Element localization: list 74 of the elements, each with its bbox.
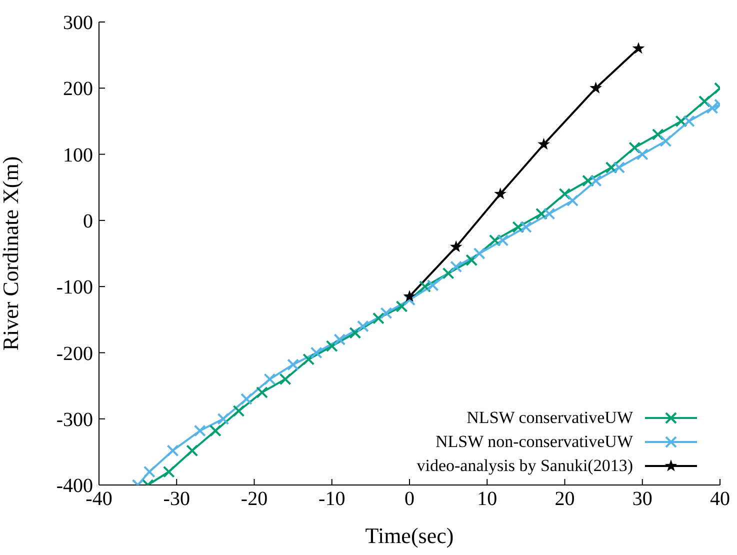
x-tick-label: 0 — [404, 488, 414, 510]
point — [217, 412, 230, 425]
point — [162, 466, 175, 478]
point — [488, 234, 501, 246]
x-tick-label: 10 — [477, 488, 498, 510]
point — [613, 162, 626, 174]
point — [426, 279, 439, 292]
y-tick-label: 100 — [63, 144, 93, 166]
legend-label: NLSW non-conservativeUW — [436, 431, 633, 453]
point — [287, 358, 300, 371]
point — [396, 300, 408, 312]
point — [442, 267, 454, 280]
x-axis-title: Time(sec) — [365, 523, 454, 548]
point — [310, 346, 322, 359]
point — [590, 82, 602, 94]
point — [652, 128, 664, 140]
legend-label: NLSW conservativeUW — [466, 407, 633, 429]
y-tick-label: 300 — [63, 12, 93, 34]
point — [628, 142, 641, 154]
point — [302, 353, 315, 366]
point — [264, 373, 276, 386]
y-tick-label: -200 — [56, 342, 93, 365]
point — [605, 162, 618, 174]
point — [419, 280, 432, 293]
point — [279, 373, 292, 386]
point — [675, 115, 688, 128]
point — [558, 188, 571, 200]
point — [682, 115, 695, 128]
point — [326, 340, 338, 352]
point — [194, 424, 206, 437]
point — [372, 312, 384, 324]
point — [636, 148, 648, 160]
point — [543, 208, 556, 220]
point — [466, 254, 478, 266]
point — [473, 248, 486, 260]
y-tick-label: 0 — [83, 210, 93, 233]
point — [186, 444, 198, 457]
point — [660, 135, 672, 148]
point — [520, 221, 532, 234]
point — [166, 444, 179, 457]
point — [582, 174, 594, 187]
y-tick-label: -100 — [56, 276, 93, 299]
x-tick-label: -10 — [318, 488, 346, 510]
x-tick-label: 40 — [710, 488, 730, 510]
point — [535, 208, 548, 220]
point — [380, 307, 392, 320]
legend-label: video-analysis by Sanuki(2013) — [416, 455, 633, 477]
x-tick-label: 20 — [554, 488, 575, 510]
point — [494, 187, 507, 200]
point — [590, 174, 602, 187]
point — [349, 326, 362, 339]
point — [240, 393, 252, 406]
point — [496, 234, 509, 246]
point — [404, 294, 416, 306]
y-tick-label: 200 — [63, 78, 93, 100]
point — [632, 42, 645, 54]
y-tick-label: -300 — [56, 408, 93, 431]
point — [356, 320, 369, 332]
point — [698, 95, 710, 108]
point — [232, 404, 245, 417]
point — [256, 386, 268, 398]
point — [334, 333, 346, 346]
x-tick-label: -20 — [240, 488, 268, 510]
point — [143, 466, 156, 478]
point — [450, 240, 462, 252]
x-tick-label: 30 — [632, 488, 652, 510]
point — [566, 194, 579, 207]
y-axis-title: River Cordinate X(m) — [0, 156, 23, 351]
point — [450, 260, 462, 273]
point — [538, 138, 550, 150]
x-tick-label: -30 — [163, 488, 190, 510]
point — [512, 221, 524, 234]
point — [403, 290, 416, 302]
point — [209, 424, 222, 437]
